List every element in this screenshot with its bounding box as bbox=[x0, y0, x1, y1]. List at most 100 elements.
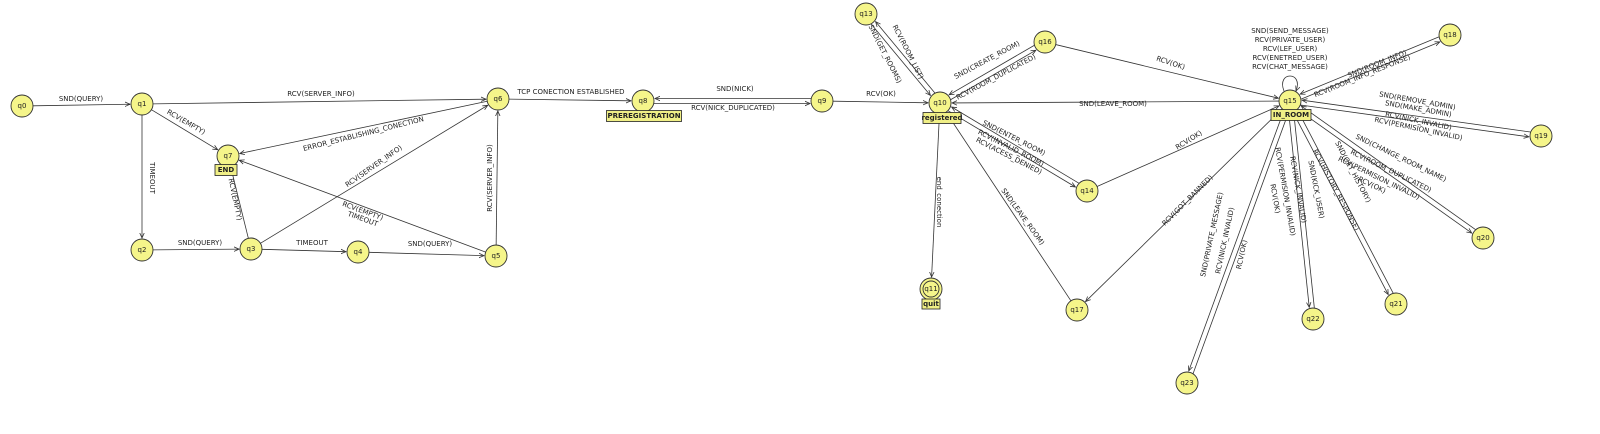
transition-q15-q20-41 bbox=[1297, 109, 1472, 233]
transition-q3-q7-7 bbox=[231, 168, 249, 239]
self-loop-q15 bbox=[1282, 75, 1298, 91]
state-q19[interactable]: q19 bbox=[1529, 124, 1553, 148]
transition-q10-q13-17 bbox=[876, 22, 936, 94]
transition-q18-q15-36 bbox=[1300, 36, 1440, 94]
state-circle bbox=[239, 237, 263, 261]
transition-label: RCV(OK) bbox=[1155, 55, 1186, 72]
state-q6[interactable]: q6 bbox=[486, 87, 510, 111]
transition-q10-q11-27 bbox=[932, 113, 940, 277]
state-q10[interactable]: q10 registered bbox=[921, 91, 963, 124]
state-q7[interactable]: q7 END bbox=[214, 144, 240, 176]
transition-label: ERROR_ESTABLISHING_CONECTION bbox=[302, 115, 424, 153]
transition-q1-q6-1 bbox=[152, 99, 486, 105]
transition-label: RCV(ROOM_DUPLICATED) bbox=[955, 53, 1038, 102]
state-label: q7 bbox=[224, 152, 233, 160]
state-q20[interactable]: q20 bbox=[1471, 226, 1495, 250]
transition-q0-q1-0 bbox=[32, 104, 130, 106]
state-label: q0 bbox=[18, 102, 27, 110]
state-circle bbox=[1384, 292, 1408, 316]
transition-q15-q22-47 bbox=[1288, 112, 1310, 307]
state-q17[interactable]: q17 bbox=[1065, 298, 1089, 322]
transition-label: RCV(OK) bbox=[866, 90, 896, 98]
state-circle bbox=[1033, 30, 1057, 54]
state-tag-label: END bbox=[218, 166, 235, 174]
state-q0[interactable]: q0 bbox=[10, 94, 34, 118]
state-q2[interactable]: q2 bbox=[130, 238, 154, 262]
state-circle bbox=[854, 2, 878, 26]
transition-q17-q10-28 bbox=[947, 113, 1072, 302]
transition-q13-q10-18 bbox=[870, 23, 930, 95]
state-q23[interactable]: q23 bbox=[1175, 371, 1199, 395]
state-circle bbox=[1471, 226, 1495, 250]
transition-q6-q7-12 bbox=[240, 100, 488, 153]
state-q3[interactable]: q3 bbox=[239, 237, 263, 261]
transition-q16-q10-20 bbox=[949, 45, 1035, 94]
state-label: q1 bbox=[138, 100, 147, 108]
transition-label: TIMEOUT bbox=[148, 161, 156, 194]
transition-q1-q7-2 bbox=[151, 109, 217, 150]
state-q14[interactable]: q14 bbox=[1075, 179, 1099, 203]
transition-q5-q7-10 bbox=[239, 160, 486, 253]
state-q11[interactable]: q11 quit bbox=[919, 277, 943, 310]
transition-q10-q16-19 bbox=[950, 50, 1036, 100]
transition-q4-q5-6 bbox=[368, 251, 484, 255]
state-circle bbox=[1065, 298, 1089, 322]
transition-q19-q15-39 bbox=[1302, 100, 1531, 133]
state-q5[interactable]: q5 bbox=[484, 244, 508, 268]
transition-label: RCV(CHAT_MESSAGE) bbox=[1252, 63, 1328, 71]
transition-q2-q3-4 bbox=[152, 249, 239, 250]
transition-label: RCV(EMPTY) bbox=[227, 178, 244, 222]
transition-label: SND(LEAVE_ROOM) bbox=[1079, 100, 1147, 108]
state-label: q4 bbox=[354, 248, 363, 256]
transition-label: SND(QUERY) bbox=[408, 240, 453, 248]
state-tag-label: quit bbox=[923, 300, 939, 308]
transition-q10-q14-22 bbox=[947, 110, 1075, 187]
transition-q15-q21-45 bbox=[1292, 111, 1388, 295]
transition-q21-q15-46 bbox=[1298, 110, 1394, 294]
state-label: q20 bbox=[1476, 234, 1489, 242]
state-tag-label: IN_ROOM bbox=[1273, 111, 1309, 119]
transition-q14-q15-25 bbox=[1096, 106, 1279, 187]
transition-label: TIMEOUT bbox=[295, 239, 328, 247]
state-tag-box bbox=[1270, 109, 1312, 121]
state-q13[interactable]: q13 bbox=[854, 2, 878, 26]
state-q21[interactable]: q21 bbox=[1384, 292, 1408, 316]
state-tag-box bbox=[214, 164, 238, 176]
state-label: q2 bbox=[138, 246, 147, 254]
state-q8[interactable]: q8 PREREGISTRATION bbox=[606, 89, 682, 122]
state-circle bbox=[1175, 371, 1199, 395]
transition-q5-q6-9 bbox=[496, 111, 498, 246]
transition-label: SND(LEAVE_ROOM) bbox=[999, 187, 1045, 247]
state-circle bbox=[1529, 124, 1553, 148]
state-label: q6 bbox=[494, 95, 503, 103]
state-q15[interactable]: q15 IN_ROOM bbox=[1270, 89, 1312, 121]
transition-label: RCV(NICK_DUPLICATED) bbox=[691, 104, 775, 112]
state-q22[interactable]: q22 bbox=[1301, 307, 1325, 331]
state-tag-label: PREREGISTRATION bbox=[607, 112, 680, 120]
transition-label: SND(QUERY) bbox=[178, 239, 223, 247]
transition-label: RCV(ROOM_INFO_RESPONSE) bbox=[1313, 53, 1412, 99]
transition-label: RCV(OK) bbox=[1174, 129, 1204, 152]
state-circle bbox=[346, 240, 370, 264]
transition-q20-q15-42 bbox=[1301, 106, 1476, 230]
transition-q15-q10-26 bbox=[952, 101, 1280, 103]
transition-q22-q15-48 bbox=[1294, 113, 1315, 308]
state-q4[interactable]: q4 bbox=[346, 240, 370, 264]
state-q16[interactable]: q16 bbox=[1033, 30, 1057, 54]
transition-q9-q10-16 bbox=[832, 101, 928, 103]
state-q18[interactable]: q18 bbox=[1438, 23, 1462, 47]
state-q9[interactable]: q9 bbox=[810, 89, 834, 113]
final-state-ring bbox=[922, 280, 940, 298]
state-label: q3 bbox=[247, 245, 256, 253]
transition-label: TCP CONECTION ESTABLISHED bbox=[516, 88, 624, 96]
transition-q23-q15-52 bbox=[1192, 113, 1288, 374]
state-circle bbox=[1301, 307, 1325, 331]
state-label: q23 bbox=[1180, 379, 1193, 387]
state-circle bbox=[484, 244, 508, 268]
state-label: q8 bbox=[639, 97, 648, 105]
transition-label: RCV(GOT_BANNED) bbox=[1161, 173, 1215, 227]
states-layer: q0 q1 q2 q3 q4 q5 q6 q7 END q8 PREREGISTRATION q9 q1… bbox=[10, 2, 1553, 395]
transition-q3-q4-5 bbox=[261, 248, 346, 251]
state-tag-label: registered bbox=[921, 114, 962, 122]
state-q1[interactable]: q1 bbox=[130, 92, 154, 116]
